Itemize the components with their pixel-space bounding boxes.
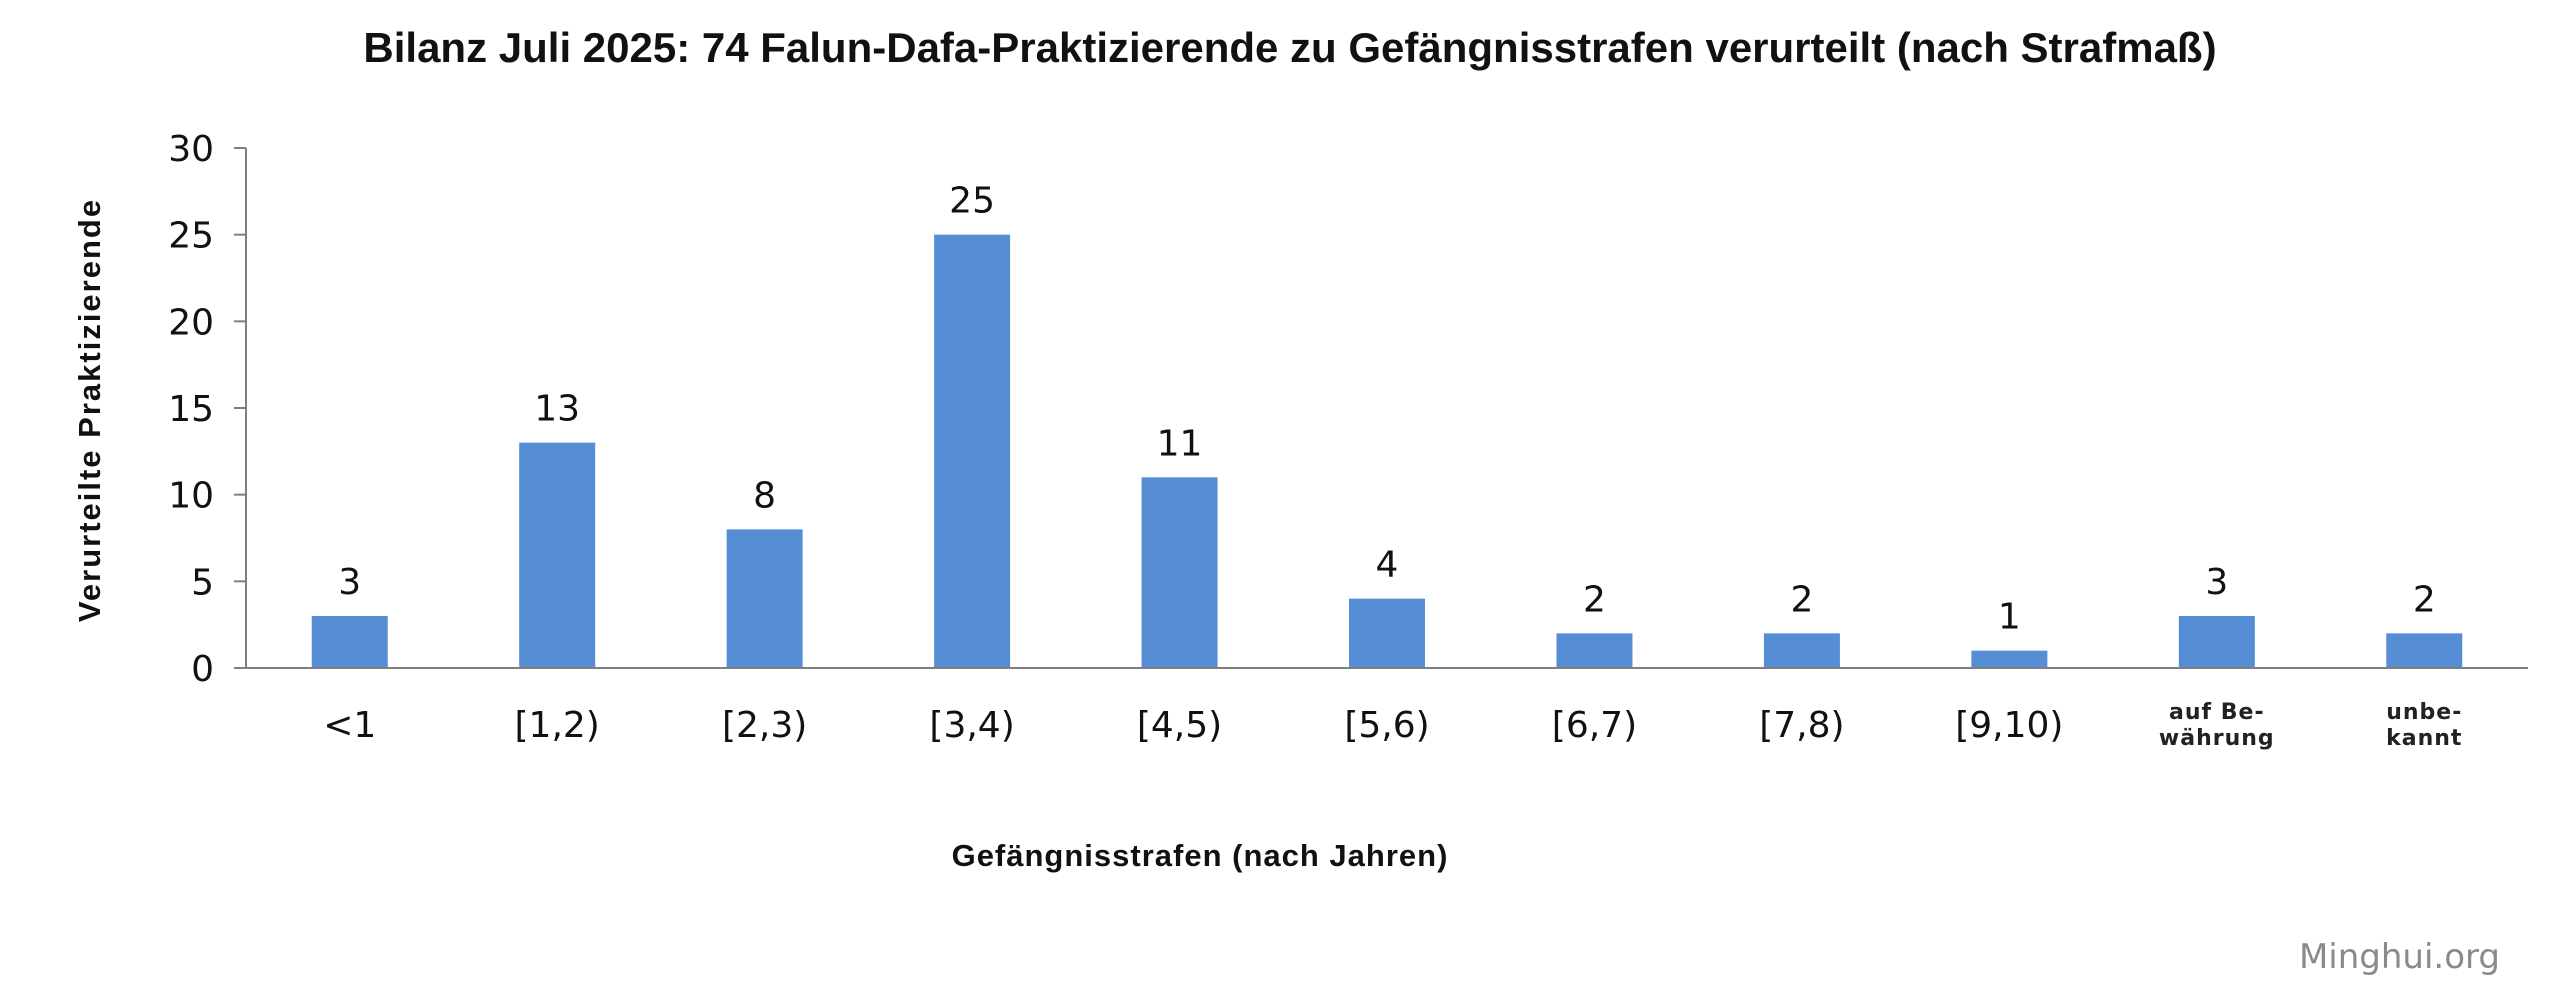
y-axis-ticks: 0 5 10 15 20 25 30 <box>168 129 246 690</box>
x-tick-label: [5,6) <box>1344 705 1429 746</box>
x-tick-label: <1 <box>323 705 376 746</box>
x-tick-label: [2,3) <box>722 705 807 746</box>
x-tick-label: [1,2) <box>515 705 600 746</box>
data-label: 3 <box>338 562 361 603</box>
watermark: Minghui.org <box>2299 937 2500 977</box>
y-tick-label: 10 <box>168 476 214 517</box>
bar <box>1971 650 2048 668</box>
data-label: 2 <box>1790 579 1813 620</box>
x-tick-label: [3,4) <box>929 705 1014 746</box>
bar <box>2386 633 2463 668</box>
data-label: 11 <box>1157 423 1203 464</box>
bar <box>519 442 596 668</box>
x-axis-label: Gefängnisstrafen (nach Jahren) <box>952 838 1449 873</box>
bar <box>1349 598 1425 668</box>
x-tick-label: auf Be-währung <box>2159 700 2275 751</box>
y-tick-label: 30 <box>168 129 214 170</box>
bar <box>1763 633 1840 668</box>
bar <box>726 529 803 668</box>
y-tick-label: 15 <box>168 389 214 430</box>
data-label: 2 <box>1583 579 1606 620</box>
bar <box>311 616 388 668</box>
y-axis-label: Verurteilte Praktizierende <box>72 198 107 622</box>
y-tick-label: 0 <box>191 649 214 690</box>
data-label: 8 <box>753 475 776 516</box>
x-tick-label: [4,5) <box>1137 705 1222 746</box>
data-label: 25 <box>949 181 995 222</box>
x-tick-label: [6,7) <box>1552 705 1637 746</box>
bar <box>934 234 1011 668</box>
y-tick-label: 25 <box>168 216 214 257</box>
bar <box>2178 616 2255 668</box>
y-tick-label: 5 <box>191 562 214 603</box>
bar <box>1556 633 1633 668</box>
data-label: 1 <box>1998 597 2021 638</box>
x-tick-label: unbe-kannt <box>2386 700 2462 751</box>
bars <box>311 234 2463 668</box>
x-tick-label: [9,10) <box>1955 705 2063 746</box>
axes <box>245 148 2528 669</box>
data-label: 2 <box>2413 579 2436 620</box>
y-tick-label: 20 <box>168 302 214 343</box>
x-tick-label: [7,8) <box>1759 705 1844 746</box>
data-label: 3 <box>2205 562 2228 603</box>
data-label: 4 <box>1376 545 1399 586</box>
chart-title: Bilanz Juli 2025: 74 Falun-Dafa-Praktizi… <box>363 24 2216 71</box>
bar <box>1141 477 1218 668</box>
data-label: 13 <box>534 389 580 430</box>
x-axis-ticks: <1 [1,2) [2,3) [3,4) [4,5) [5,6) [6,7) [7,8) [9,… <box>323 700 2462 751</box>
